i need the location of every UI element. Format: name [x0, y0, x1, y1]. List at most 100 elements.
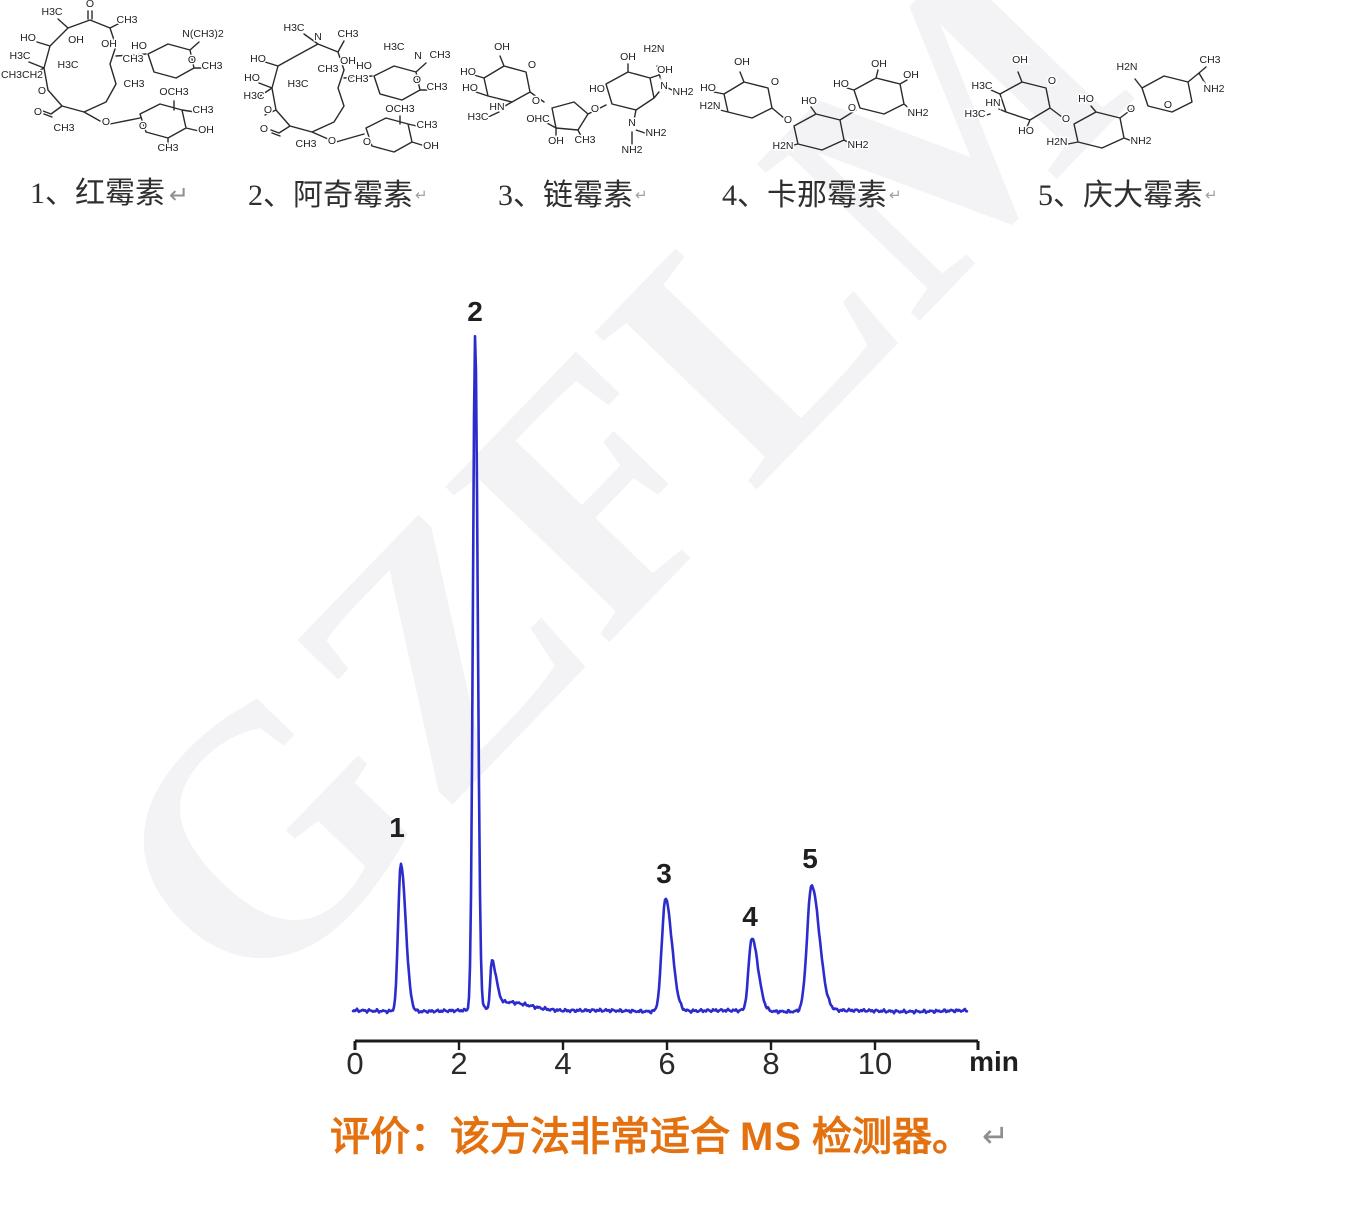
bond-path	[713, 69, 913, 151]
x-axis-unit-label: min	[969, 1046, 1019, 1077]
bond-path	[28, 10, 206, 146]
atom-label: OH	[101, 38, 117, 50]
x-tick-label: 10	[858, 1046, 892, 1081]
evaluation-text: 检测器。	[802, 1114, 972, 1159]
x-tick-label: 0	[346, 1046, 363, 1081]
atom-label: OH	[494, 41, 510, 53]
atom-label: HO	[356, 60, 372, 72]
atom-label: N	[414, 50, 422, 62]
atom-label: CH3	[201, 60, 222, 72]
atom-label: O	[1164, 99, 1172, 111]
atom-label: H3C	[283, 22, 304, 34]
atom-label: NH2	[1130, 135, 1151, 147]
atom-label: HO	[244, 72, 260, 84]
atom-label: OH	[68, 34, 84, 46]
evaluation-ms: MS	[740, 1115, 802, 1159]
atom-label: CH3	[123, 78, 144, 90]
bond-path	[258, 33, 432, 153]
atom-label: HO	[1078, 93, 1094, 105]
atom-label: O	[38, 85, 46, 97]
caption-compound-3: 3、链霉素 ↵	[498, 170, 648, 214]
atom-label: H2N	[643, 43, 664, 55]
atom-label: HN	[985, 97, 1000, 109]
atom-label: O	[532, 95, 540, 107]
atom-label: HO	[462, 82, 478, 94]
atom-label: CH3	[429, 49, 450, 61]
peak-label-1: 1	[389, 812, 405, 843]
atom-label: CH3	[337, 28, 358, 40]
atom-label: NH2	[907, 107, 928, 119]
atom-label: O	[784, 114, 792, 126]
atom-label: OCH3	[159, 86, 188, 98]
atom-label: N(CH3)2	[182, 28, 224, 40]
caption-text: 5、庆大霉素	[1038, 179, 1203, 212]
atom-label: O	[139, 120, 147, 132]
atom-label: O	[363, 136, 371, 148]
caption-compound-2: 2、阿奇霉素 ↵	[248, 170, 428, 214]
bond-path	[982, 66, 1207, 149]
atom-label: O	[86, 0, 94, 10]
atom-label: OH	[198, 124, 214, 136]
atom-label: OHC	[526, 113, 550, 125]
caption-compound-4: 4、卡那霉素 ↵	[722, 170, 902, 214]
atom-label: O	[102, 116, 110, 128]
atom-label: H3C	[9, 50, 30, 62]
atom-label: NH2	[847, 139, 868, 151]
atom-label: CH3	[426, 81, 447, 93]
atom-label: O	[328, 135, 336, 147]
atom-label: CH3	[1199, 54, 1220, 66]
atom-label: OH	[620, 51, 636, 63]
atom-label: HO	[801, 95, 817, 107]
atom-label: H3C	[287, 78, 308, 90]
chromatogram-trace	[351, 334, 969, 1015]
caption-compound-5: 5、庆大霉素 ↵	[1038, 170, 1218, 214]
atom-label: HO	[131, 40, 147, 52]
atom-label: O	[34, 106, 42, 118]
chromatogram-figure: 0 2 4 6 8 10 min 1 2 3 4 5	[346, 296, 1019, 1081]
atom-label: H2N	[1046, 136, 1067, 148]
x-tick-label: 2	[450, 1046, 467, 1081]
atom-label: OH	[548, 135, 564, 147]
peak-label-3: 3	[656, 858, 672, 889]
caption-text: 2、阿奇霉素	[248, 179, 413, 212]
paragraph-mark-icon: ↵	[635, 186, 648, 204]
atom-label: CH3	[317, 63, 338, 75]
atom-label: H3C	[964, 108, 985, 120]
x-axis: 0 2 4 6 8 10 min	[346, 1039, 1019, 1081]
atom-label: OH	[903, 69, 919, 81]
atom-label: CH3	[122, 53, 143, 65]
structure-kanamycin: OH HO H2N O O HO H2N NH2 O HO OH OH NH2	[698, 55, 930, 154]
atom-label: N	[314, 31, 322, 43]
atom-label: CH3	[347, 73, 368, 85]
atom-label: HO	[700, 82, 716, 94]
paragraph-mark-icon: ↵	[1205, 186, 1218, 204]
atom-label: CH3	[295, 138, 316, 150]
atom-label: HO	[833, 78, 849, 90]
paragraph-mark-icon: ↵	[415, 186, 428, 204]
atom-label: OH	[423, 140, 439, 152]
peak-labels: 1 2 3 4 5	[389, 296, 818, 932]
atom-label: O	[413, 74, 421, 86]
bond-path	[473, 55, 677, 145]
atom-label: CH3	[157, 142, 178, 154]
atom-label: O	[264, 104, 272, 116]
atom-label: N	[660, 80, 668, 92]
atom-label: H2N	[1116, 61, 1137, 73]
atom-label: CH3	[574, 134, 595, 146]
atom-label: O	[188, 54, 196, 66]
caption-text: 3、链霉素	[498, 179, 633, 212]
paragraph-mark-icon: ↵	[169, 181, 190, 209]
caption-text: 1、红霉素	[30, 177, 165, 210]
atom-label: HO	[460, 66, 476, 78]
peak-label-4: 4	[742, 901, 758, 932]
atom-label: OH	[657, 64, 673, 76]
atom-label: CH3CH2	[1, 69, 43, 81]
atom-label: O	[528, 59, 536, 71]
atom-label: H3C	[57, 59, 78, 71]
